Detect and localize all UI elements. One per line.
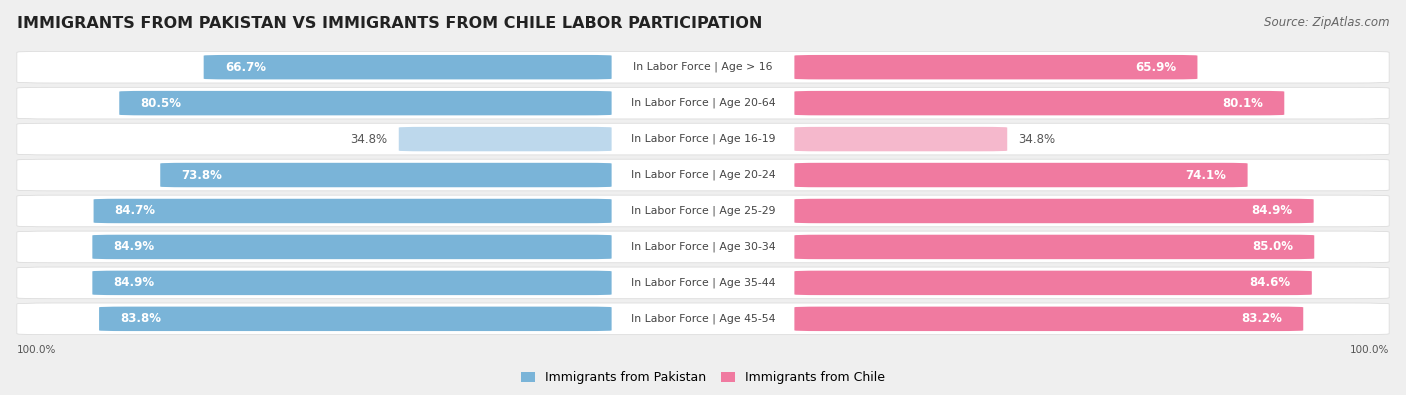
Text: In Labor Force | Age 20-64: In Labor Force | Age 20-64 <box>631 98 775 108</box>
FancyBboxPatch shape <box>794 307 1303 331</box>
Text: 34.8%: 34.8% <box>350 133 388 146</box>
FancyBboxPatch shape <box>794 235 1315 259</box>
Text: 84.7%: 84.7% <box>115 205 156 218</box>
Text: In Labor Force | Age 20-24: In Labor Force | Age 20-24 <box>631 170 775 180</box>
FancyBboxPatch shape <box>17 87 1389 119</box>
FancyBboxPatch shape <box>98 307 612 331</box>
Text: 74.1%: 74.1% <box>1185 169 1226 182</box>
FancyBboxPatch shape <box>93 235 612 259</box>
Text: In Labor Force | Age 25-29: In Labor Force | Age 25-29 <box>631 206 775 216</box>
Text: 85.0%: 85.0% <box>1253 241 1294 254</box>
FancyBboxPatch shape <box>623 124 783 154</box>
Text: In Labor Force | Age 35-44: In Labor Force | Age 35-44 <box>631 278 775 288</box>
FancyBboxPatch shape <box>794 127 1007 151</box>
FancyBboxPatch shape <box>17 303 1389 335</box>
Text: 83.8%: 83.8% <box>120 312 162 325</box>
FancyBboxPatch shape <box>93 271 612 295</box>
Text: 80.1%: 80.1% <box>1222 97 1263 110</box>
Text: IMMIGRANTS FROM PAKISTAN VS IMMIGRANTS FROM CHILE LABOR PARTICIPATION: IMMIGRANTS FROM PAKISTAN VS IMMIGRANTS F… <box>17 16 762 31</box>
Text: 83.2%: 83.2% <box>1241 312 1282 325</box>
FancyBboxPatch shape <box>399 127 612 151</box>
FancyBboxPatch shape <box>160 163 612 187</box>
Text: 80.5%: 80.5% <box>141 97 181 110</box>
Text: 34.8%: 34.8% <box>1018 133 1056 146</box>
FancyBboxPatch shape <box>794 91 1284 115</box>
Text: 100.0%: 100.0% <box>1350 345 1389 355</box>
Legend: Immigrants from Pakistan, Immigrants from Chile: Immigrants from Pakistan, Immigrants fro… <box>516 367 890 389</box>
FancyBboxPatch shape <box>794 163 1247 187</box>
FancyBboxPatch shape <box>794 271 1312 295</box>
FancyBboxPatch shape <box>623 304 783 334</box>
Text: Source: ZipAtlas.com: Source: ZipAtlas.com <box>1264 16 1389 29</box>
Text: 66.7%: 66.7% <box>225 61 266 74</box>
Text: In Labor Force | Age > 16: In Labor Force | Age > 16 <box>633 62 773 72</box>
Text: In Labor Force | Age 30-34: In Labor Force | Age 30-34 <box>631 242 775 252</box>
FancyBboxPatch shape <box>17 159 1389 191</box>
FancyBboxPatch shape <box>623 196 783 226</box>
FancyBboxPatch shape <box>623 268 783 297</box>
FancyBboxPatch shape <box>623 53 783 82</box>
Text: In Labor Force | Age 16-19: In Labor Force | Age 16-19 <box>631 134 775 144</box>
Text: 73.8%: 73.8% <box>181 169 222 182</box>
Text: 84.9%: 84.9% <box>114 276 155 290</box>
FancyBboxPatch shape <box>120 91 612 115</box>
Text: In Labor Force | Age 45-54: In Labor Force | Age 45-54 <box>631 314 775 324</box>
FancyBboxPatch shape <box>794 199 1313 223</box>
FancyBboxPatch shape <box>623 88 783 118</box>
FancyBboxPatch shape <box>17 267 1389 299</box>
FancyBboxPatch shape <box>17 123 1389 155</box>
Text: 65.9%: 65.9% <box>1135 61 1177 74</box>
Text: 84.6%: 84.6% <box>1250 276 1291 290</box>
FancyBboxPatch shape <box>794 55 1198 79</box>
Text: 84.9%: 84.9% <box>1251 205 1292 218</box>
Text: 84.9%: 84.9% <box>114 241 155 254</box>
FancyBboxPatch shape <box>17 231 1389 263</box>
FancyBboxPatch shape <box>17 51 1389 83</box>
FancyBboxPatch shape <box>623 160 783 190</box>
FancyBboxPatch shape <box>94 199 612 223</box>
FancyBboxPatch shape <box>623 232 783 261</box>
FancyBboxPatch shape <box>17 195 1389 227</box>
FancyBboxPatch shape <box>204 55 612 79</box>
Text: 100.0%: 100.0% <box>17 345 56 355</box>
